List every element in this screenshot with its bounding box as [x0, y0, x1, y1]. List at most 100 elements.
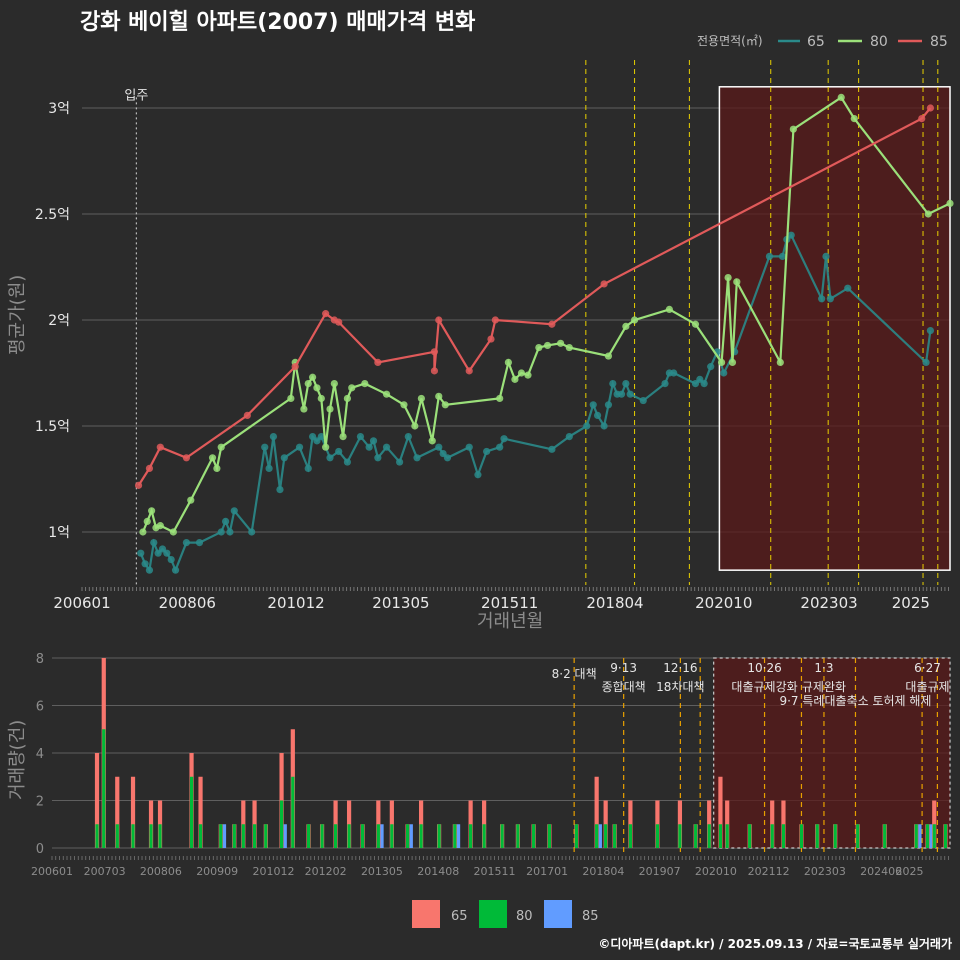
x-tick-label: 201511: [481, 594, 538, 612]
data-point-65: [305, 465, 312, 472]
data-point-65: [150, 539, 157, 546]
data-point-80: [605, 352, 612, 359]
x-tick-label: 200601: [31, 865, 73, 878]
data-point-65: [483, 448, 490, 455]
bottom-legend-swatch-80: [479, 900, 507, 928]
data-point-80: [383, 391, 390, 398]
data-point-80: [777, 359, 784, 366]
data-point-65: [618, 391, 625, 398]
bottom-legend: 65 80 85: [412, 900, 599, 928]
bar-80: [102, 729, 105, 848]
bar-85: [380, 824, 383, 848]
data-point-85: [435, 316, 442, 323]
bar-80: [219, 824, 222, 848]
data-point-65: [548, 446, 555, 453]
data-point-65: [276, 486, 283, 493]
data-point-85: [135, 482, 142, 489]
bar-80: [604, 824, 607, 848]
data-point-65: [163, 550, 170, 557]
data-point-65: [396, 458, 403, 465]
data-point-85: [431, 367, 438, 374]
data-point-85: [146, 465, 153, 472]
x-tick-label: 201012: [252, 865, 294, 878]
policy-label: 9·7 특례대출축소 토허제 해제: [779, 694, 931, 708]
bar-80: [926, 824, 929, 848]
data-point-80: [557, 340, 564, 347]
data-point-80: [300, 405, 307, 412]
legend-label-65: 65: [807, 34, 825, 50]
data-point-80: [496, 395, 503, 402]
chart-title: 강화 베이힐 아파트(2007) 매매가격 변화: [80, 10, 475, 35]
data-point-65: [344, 458, 351, 465]
y-tick-label: 6: [36, 700, 44, 715]
data-point-65: [566, 433, 573, 440]
bar-80: [233, 824, 236, 848]
data-point-80: [344, 395, 351, 402]
data-point-65: [444, 454, 451, 461]
policy-label: 18차대책: [656, 679, 704, 694]
x-tick-label: 201511: [473, 865, 515, 878]
data-point-65: [405, 433, 412, 440]
data-point-65: [605, 401, 612, 408]
legend-label-80: 80: [870, 34, 888, 50]
data-point-80: [157, 522, 164, 529]
x-tick-label: 2025: [892, 594, 930, 612]
data-point-80: [148, 507, 155, 514]
bar-80: [483, 824, 486, 848]
data-point-80: [322, 444, 329, 451]
data-point-65: [922, 359, 929, 366]
data-point-80: [213, 465, 220, 472]
data-point-85: [335, 319, 342, 326]
y-tick-label: 3억: [48, 101, 70, 117]
bar-80: [719, 824, 722, 848]
bar-80: [158, 824, 161, 848]
bar-80: [613, 824, 616, 848]
data-point-65: [500, 435, 507, 442]
data-point-65: [296, 444, 303, 451]
x-tick-label: 201305: [372, 594, 429, 612]
bar-80: [629, 824, 632, 848]
policy-label: 대출규제: [905, 680, 949, 694]
data-point-65: [594, 412, 601, 419]
data-point-65: [627, 391, 634, 398]
data-point-65: [265, 465, 272, 472]
data-point-80: [925, 210, 932, 217]
x-tick-label: 200703: [84, 865, 126, 878]
legend-title: 전용면적(㎡): [697, 34, 763, 48]
data-point-65: [720, 369, 727, 376]
data-point-65: [670, 369, 677, 376]
data-point-80: [209, 454, 216, 461]
bar-80: [280, 801, 283, 849]
data-point-65: [335, 448, 342, 455]
data-point-65: [248, 528, 255, 535]
data-point-80: [733, 278, 740, 285]
bar-80: [253, 824, 256, 848]
data-point-65: [222, 518, 229, 525]
data-point-80: [718, 359, 725, 366]
x-tick-label: 201804: [582, 865, 624, 878]
policy-label: 12·16: [663, 661, 697, 675]
bar-80: [883, 824, 886, 848]
bar-80: [320, 824, 323, 848]
x-tick-label: 201907: [639, 865, 681, 878]
bar-80: [453, 824, 456, 848]
x-tick-label: 202010: [695, 594, 752, 612]
bar-80: [95, 824, 98, 848]
data-point-80: [218, 444, 225, 451]
data-point-65: [622, 380, 629, 387]
data-point-65: [141, 560, 148, 567]
data-point-65: [270, 433, 277, 440]
data-point-80: [418, 395, 425, 402]
x-tick-label: 201804: [586, 594, 643, 612]
data-point-65: [226, 528, 233, 535]
bar-80: [334, 824, 337, 848]
bottom-legend-swatch-85: [544, 900, 572, 928]
data-point-80: [729, 359, 736, 366]
y-tick-label: 8: [36, 652, 44, 667]
data-point-80: [309, 374, 316, 381]
data-point-80: [361, 380, 368, 387]
data-point-80: [622, 323, 629, 330]
data-point-80: [331, 380, 338, 387]
data-point-65: [496, 444, 503, 451]
bar-85: [284, 824, 287, 848]
